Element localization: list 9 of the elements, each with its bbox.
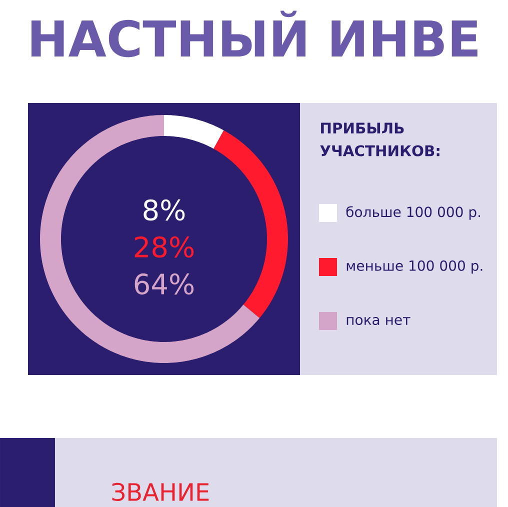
legend-label: пока нет [346,316,410,326]
data-label: 8% [144,199,185,221]
data-label: 28% [134,236,194,258]
text: ЗВАНИЕ [112,482,209,502]
legend-title: ПРИБЫЛЬ УЧАСТНИКОВ: [320,122,440,156]
data-label: 64% [134,273,194,295]
legend-label: больше 100 000 р. [346,206,480,220]
chart-title: НАСТНЫЙ ИНВЕ [32,10,478,58]
legend-label: меньше 100 000 р. [346,260,482,274]
